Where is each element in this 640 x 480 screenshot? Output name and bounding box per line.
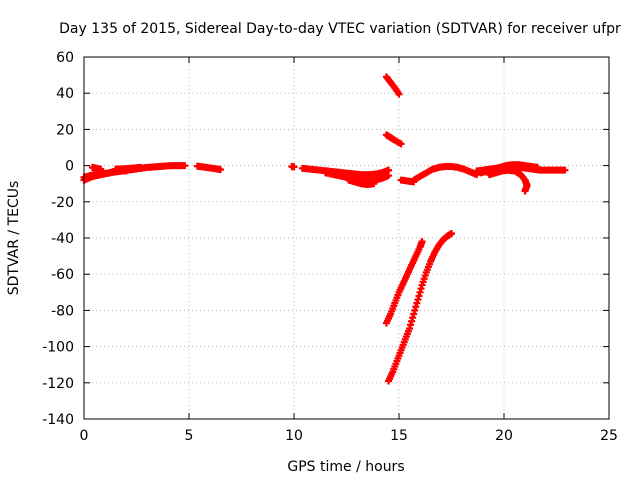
y-tick-label: 60: [56, 50, 74, 66]
x-tick-label: 15: [390, 428, 408, 444]
y-tick-label: -40: [51, 231, 74, 247]
y-tick-label: 40: [56, 86, 74, 102]
data-point: [290, 163, 298, 171]
data-series-segment: [88, 163, 105, 173]
data-series-segment: [382, 131, 405, 148]
y-tick-label: 20: [56, 122, 74, 138]
data-series-segment: [382, 238, 426, 327]
y-tick-label: 0: [65, 159, 74, 175]
data-series-segment: [485, 166, 531, 195]
data-series-segment: [382, 73, 403, 98]
data-point: [448, 229, 455, 237]
data-series-segment: [385, 229, 455, 385]
x-tick-label: 10: [285, 428, 303, 444]
x-axis-title: GPS time / hours: [287, 459, 404, 475]
x-tick-label: 5: [185, 428, 194, 444]
x-tick-labels: 0 5 10 15 20 25: [80, 428, 618, 444]
data-point: [561, 166, 569, 174]
y-tick-label: -100: [42, 340, 74, 356]
data-point: [370, 180, 378, 188]
y-tick-label: -20: [51, 195, 74, 211]
y-axis-title: SDTVAR / TECUs: [6, 181, 22, 296]
data-point: [534, 163, 542, 171]
data-point: [418, 238, 426, 246]
y-tick-label: -80: [51, 303, 74, 319]
data-point: [217, 166, 224, 174]
plot-frame: [83, 56, 610, 420]
y-tick-label: -140: [42, 412, 74, 428]
data-point: [521, 187, 529, 195]
data-series-segment: [288, 163, 298, 171]
data-series-segment: [345, 176, 378, 189]
axis-ticks: [83, 56, 610, 420]
data-point: [397, 140, 405, 148]
data-series-segment: [112, 163, 145, 173]
x-tick-label: 20: [495, 428, 513, 444]
data-point: [137, 163, 145, 171]
y-tick-labels: 60 40 20 0 -20 -40 -60 -80 -100 -120 -140: [42, 50, 74, 428]
data-series-segment: [410, 163, 481, 184]
data-series-segment: [193, 162, 224, 174]
x-tick-label: 0: [80, 428, 89, 444]
y-tick-label: -60: [51, 267, 74, 283]
data-point: [395, 90, 403, 98]
data-point: [385, 172, 392, 180]
y-tick-label: -120: [42, 376, 74, 392]
data-point: [97, 165, 105, 173]
data-points: [80, 73, 569, 385]
chart-title: Day 135 of 2015, Sidereal Day-to-day VTE…: [59, 21, 621, 37]
x-tick-label: 25: [600, 428, 618, 444]
grid-lines: [84, 57, 609, 419]
data-series-segment: [477, 161, 542, 177]
data-point: [181, 162, 189, 170]
